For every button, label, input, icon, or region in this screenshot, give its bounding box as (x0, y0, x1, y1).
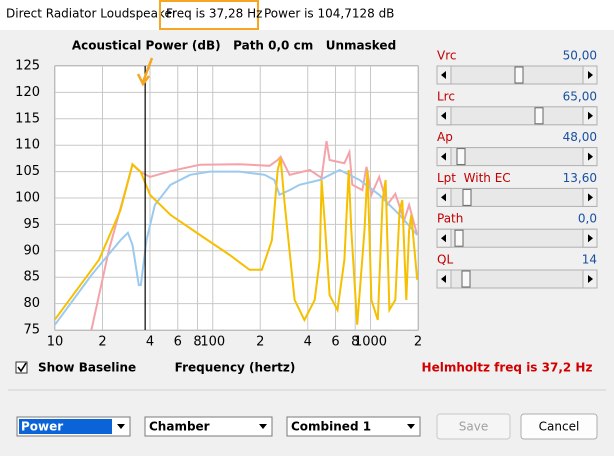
y-tick-label: 105 (15, 164, 40, 179)
checkbox[interactable] (15, 361, 28, 374)
slider-value: 14 (582, 253, 597, 267)
slider-label: Ap (437, 130, 453, 144)
dropdown-text[interactable]: Combined 1 (291, 420, 371, 434)
slider-label: Lpt With EC (437, 171, 511, 185)
check-mark (17, 362, 27, 373)
button-label[interactable]: Save (459, 420, 488, 434)
dropdown-arrow (117, 424, 125, 429)
x-tick-label: 1000 (354, 335, 387, 350)
dropdown[interactable] (144, 416, 273, 437)
dropdown[interactable] (286, 416, 421, 437)
dropdown-arrow (407, 424, 415, 429)
y-tick-label: 110 (15, 138, 40, 153)
slider-value: 65,00 (563, 89, 597, 103)
slider-track[interactable] (436, 187, 598, 207)
slider-label: Path (437, 212, 463, 226)
title-bar (0, 0, 614, 30)
slider-value: 13,60 (563, 171, 597, 185)
x-axis-label: Frequency (hertz) (175, 361, 296, 375)
slider-label: Lrc (437, 89, 455, 103)
arrow-left (441, 275, 446, 283)
slider-track[interactable] (436, 269, 598, 289)
slider-thumb[interactable] (461, 270, 471, 288)
dropdown-text[interactable]: Chamber (149, 420, 210, 434)
slider-track[interactable] (436, 106, 598, 126)
y-tick-label: 125 (15, 59, 40, 74)
slider-value: 48,00 (563, 130, 597, 144)
chart-title: Acoustical Power (dB) Path 0,0 cm Unmask… (72, 39, 396, 53)
slider-thumb[interactable] (462, 188, 472, 206)
arrow-right (588, 152, 593, 161)
slider-thumb[interactable] (514, 66, 524, 84)
slider-thumb[interactable] (456, 148, 466, 166)
x-tick-label: 2 (98, 335, 106, 350)
x-tick-label: 2 (414, 335, 422, 350)
arrow-left (441, 234, 446, 243)
arrow (136, 57, 154, 87)
slider-thumb[interactable] (454, 229, 464, 247)
helmholtz-text: Helmholtz freq is 37,2 Hz (422, 361, 593, 375)
y-tick-label: 115 (15, 111, 40, 126)
arrow-left (441, 111, 446, 120)
controls: Power Chamber Combined 1 Save Cancel (16, 413, 598, 440)
y-tick-label: 120 (15, 85, 40, 100)
window-title: Direct Radiator Loudspeaker (6, 7, 177, 21)
slider-value: 0,0 (578, 212, 597, 226)
dropdown-arrow (259, 424, 267, 429)
y-tick-label: 85 (23, 270, 40, 285)
y-tick-label: 75 (23, 323, 40, 338)
y-tick-label: 100 (15, 191, 40, 206)
arrow-right (588, 71, 593, 79)
highlight-box (159, 0, 259, 30)
slider-thumb[interactable] (534, 107, 544, 125)
line-series (55, 168, 418, 326)
button[interactable] (436, 413, 511, 440)
line-series (90, 140, 418, 330)
plot (55, 66, 418, 330)
x-tick-label: 8 (193, 335, 201, 350)
slider-label: QL (437, 253, 453, 267)
dropdown-text[interactable]: Power (21, 420, 63, 434)
button (520, 413, 598, 440)
button-label: Cancel (539, 420, 580, 434)
arrow-left (441, 71, 446, 79)
arrow-right (588, 111, 593, 120)
status-power: Power is 104,7128 dB (264, 7, 394, 21)
sliders: Vrc 50,00 Lrc 65,00 Ap 48,00 Lpt With EC 13,60 P… (436, 49, 598, 289)
checkbox-label[interactable]: Show Baseline (38, 361, 136, 375)
y-tick-label: 90 (23, 243, 40, 258)
y-tick-label: 80 (23, 296, 40, 311)
slider-label: Vrc (437, 49, 456, 63)
arrow-left (441, 152, 446, 161)
arrow-right (588, 234, 593, 243)
line-series (55, 157, 418, 325)
x-tick-label: 4 (146, 335, 154, 350)
arrow-right (588, 275, 593, 283)
dropdown-selection (19, 419, 112, 434)
arrow-left (441, 193, 446, 202)
arrow-right (588, 193, 593, 202)
x-tick-label: 100 (200, 335, 225, 350)
y-tick-label: 95 (23, 217, 40, 232)
x-tick-label: 2 (256, 335, 264, 350)
x-tick-label: 8 (351, 335, 359, 350)
x-tick-label: 10 (47, 335, 64, 350)
status-freq: Freq is 37,28 Hz (166, 7, 262, 21)
x-tick-label: 6 (174, 335, 182, 350)
x-tick-label: 6 (331, 335, 339, 350)
slider-value: 50,00 (563, 49, 597, 63)
x-tick-label: 4 (304, 335, 312, 350)
